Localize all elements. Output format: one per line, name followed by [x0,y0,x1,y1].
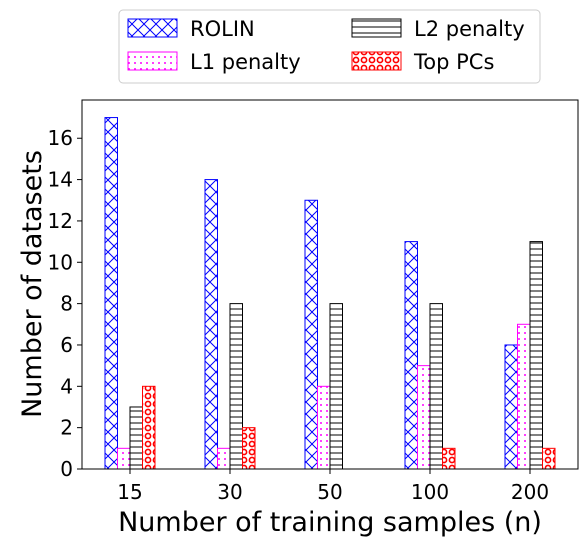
bar-pattern-top-pcs-200 [542,447,556,470]
bar-pattern-l2-penalty-200 [529,241,543,470]
bar-pattern-l1-penalty-200 [517,323,531,470]
bar-pattern-top-pcs-30 [242,427,256,470]
legend-label-l1-penalty: L1 penalty [190,50,301,74]
x-tick-label: 30 [217,480,242,504]
bar-pattern-l2-penalty-50 [329,303,343,470]
x-tick-label: 100 [411,480,449,504]
legend-label-top-pcs: Top PCs [413,50,494,74]
bar-pattern-l2-penalty-100 [429,303,443,470]
bar-pattern-rolin-100 [404,241,418,470]
legend-frame [118,9,541,84]
legend-label-rolin: ROLIN [190,17,255,41]
legend: ROLIN L1 penalty L2 penalty Top PCs [118,9,541,84]
y-tick-label: 0 [60,457,73,481]
x-tick-label: 200 [511,480,549,504]
y-tick-label: 8 [60,292,73,316]
bar-pattern-top-pcs-15 [142,385,156,470]
bars-group [104,117,556,470]
bar-pattern-l1-penalty-30 [217,447,231,470]
bar-pattern-l1-penalty-100 [417,365,431,470]
y-tick-label: 16 [48,126,73,150]
bar-pattern-rolin-15 [104,117,118,470]
bar-pattern-l1-penalty-50 [317,385,331,470]
legend-swatch-l1-penalty [127,51,178,71]
y-tick-label: 4 [60,374,73,398]
x-axis: 15 30 50 100 200 [117,469,549,504]
legend-label-l2-penalty: L2 penalty [414,17,525,41]
y-tick-label: 6 [60,333,73,357]
bar-pattern-l2-penalty-15 [129,406,143,470]
bar-pattern-rolin-30 [204,179,218,470]
legend-swatch-top-pcs [351,51,402,71]
bar-pattern-l2-penalty-30 [229,303,243,470]
y-tick-label: 14 [48,168,73,192]
x-tick-label: 50 [317,480,342,504]
bar-pattern-top-pcs-100 [442,447,456,470]
bar-pattern-rolin-50 [304,199,318,470]
legend-swatch-rolin [127,18,178,38]
bar-pattern-rolin-200 [504,344,518,470]
y-axis: 0 2 4 6 8 10 12 14 16 [48,126,82,481]
y-axis-label: Number of datasets [17,150,48,418]
x-axis-label: Number of training samples (n) [118,507,542,538]
y-tick-label: 2 [60,416,73,440]
bar-pattern-l1-penalty-15 [117,447,131,470]
x-tick-label: 15 [117,480,142,504]
legend-swatch-l2-penalty [351,18,402,38]
y-tick-label: 12 [48,209,73,233]
y-tick-label: 10 [48,250,73,274]
